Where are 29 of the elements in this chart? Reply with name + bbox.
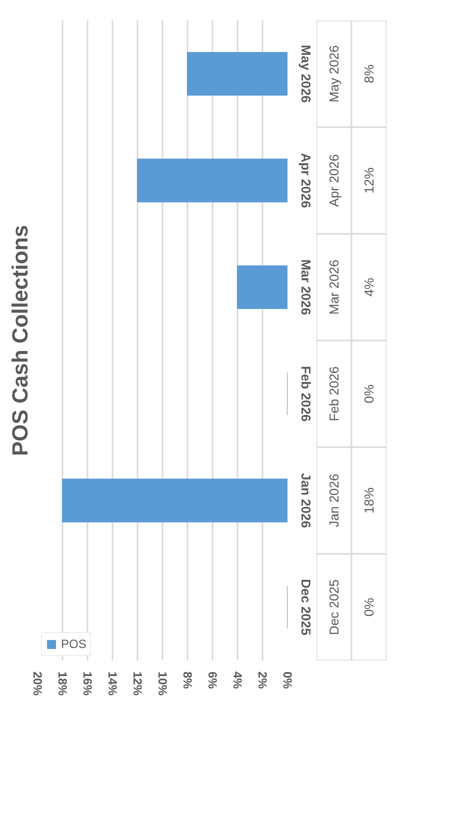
x-tick-label: 6% <box>206 672 220 690</box>
bar <box>137 158 288 202</box>
y-tick-label: Dec 2025 <box>298 578 314 636</box>
x-tick-label: 18% <box>56 672 70 696</box>
data-label: 12% <box>362 167 376 194</box>
legend-label: POS <box>61 637 86 651</box>
x-tick-label: 10% <box>156 672 170 696</box>
bar <box>187 52 288 96</box>
y-tick-label: Apr 2026 <box>298 153 314 208</box>
y-tick-label: May 2026 <box>298 44 314 103</box>
x-tick-label: 8% <box>180 672 194 690</box>
x-tick-label: 20% <box>30 672 44 696</box>
data-label: 8% <box>362 64 376 84</box>
data-label: 18% <box>362 487 376 514</box>
x-tick-label: 12% <box>130 672 144 696</box>
y-tick-label: Feb 2026 <box>298 366 314 422</box>
bar <box>62 478 288 522</box>
x-tick-label: 0% <box>280 672 294 690</box>
data-label: 0% <box>362 384 376 404</box>
text: POS Cash Collections <box>8 224 32 456</box>
y-tick-label: Mar 2026 <box>298 259 314 315</box>
data-label: 4% <box>362 277 376 297</box>
x-tick-label: 16% <box>80 672 94 696</box>
bar <box>237 265 288 309</box>
y-tick-label: Jan 2026 <box>298 473 314 528</box>
x-tick-label: 2% <box>256 672 270 690</box>
x-tick-label: 4% <box>230 672 244 690</box>
x-tick-label: 14% <box>106 672 120 696</box>
data-label: 0% <box>362 597 376 617</box>
